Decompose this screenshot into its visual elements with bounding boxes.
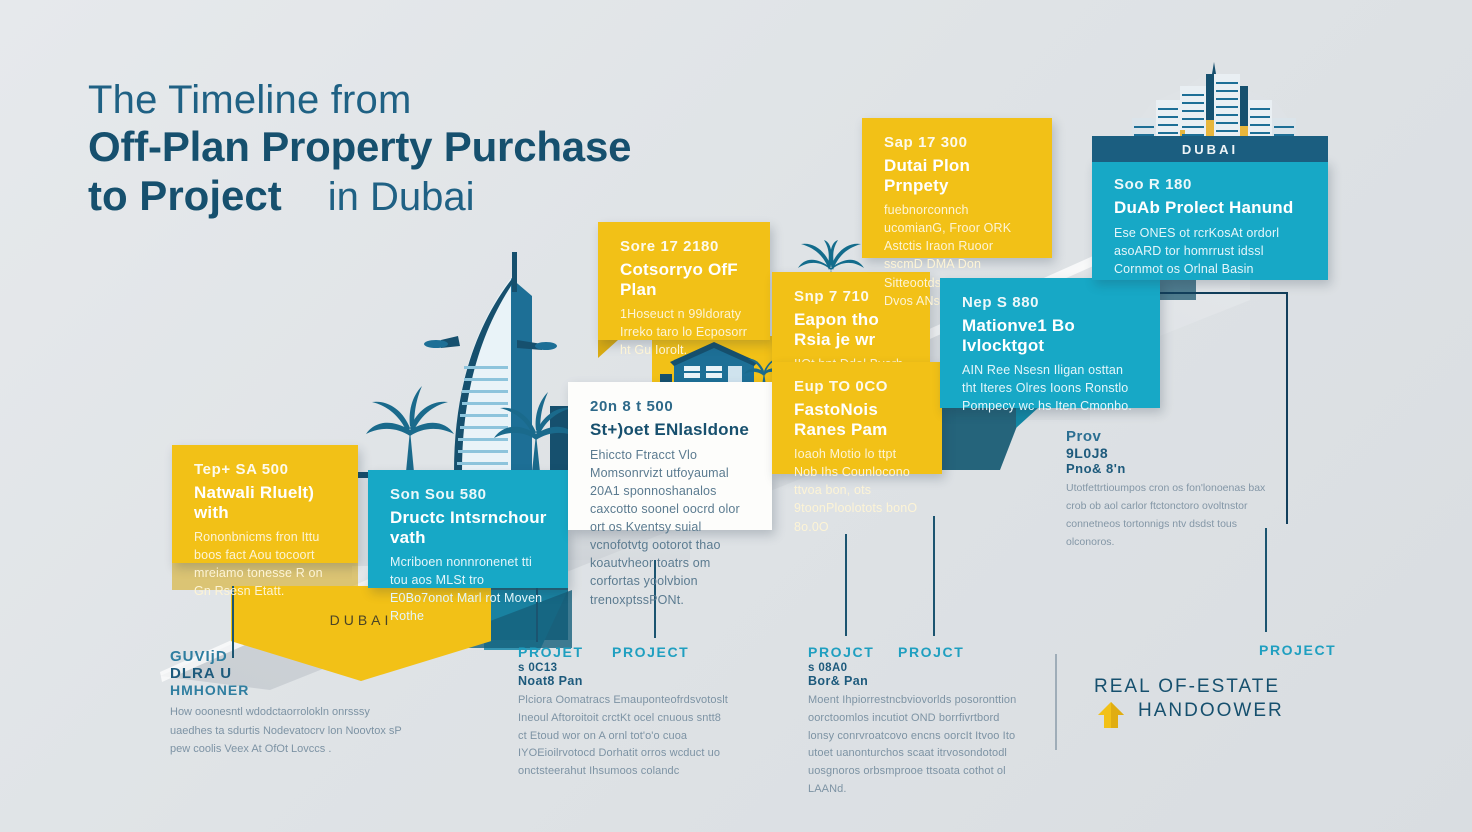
title-line-3-normal: in Dubai xyxy=(327,174,475,219)
card-body: Rononbnicms fron Ittu boos fact Aou toco… xyxy=(194,530,323,599)
card-heading: St+)oet ENlasldone xyxy=(590,420,749,439)
card-heading: FastoNois Ranes Pam xyxy=(794,400,888,439)
note-right-head-a: s 08A0 xyxy=(808,662,848,674)
note-mid-head-b: Noat8 Pan xyxy=(518,674,583,688)
proj-head-b: 9L0J8 xyxy=(1066,445,1109,461)
timeline-card-6[interactable]: Eup TO 0CO FastoNois Ranes Pam Ioaoh Mot… xyxy=(772,362,942,534)
card-body: AIN Ree Nsesn Iligan osttan tht Iteres O… xyxy=(962,363,1132,414)
card-heading: Dutai Plon Prnpety xyxy=(884,156,971,195)
card-body: Ioaoh Motio lo ttpt Nob Ihs Counlocono t… xyxy=(794,447,918,534)
card-body: Mcriboen nonnronenet tti tou aos MLSt tr… xyxy=(390,555,543,624)
proj-head-c: Pno& 8'n xyxy=(1066,461,1126,476)
note-dubai-body: How ooonesntl wdodctaorrolokln onrsssy u… xyxy=(170,706,402,756)
page-title: The Timeline from Off-Plan Property Purc… xyxy=(88,78,631,220)
legend-line-2: HANDOOWER xyxy=(1138,700,1284,721)
card-heading: DuAb Prolect Hanund xyxy=(1114,198,1294,217)
card-heading: Eapon tho Rsia je wr xyxy=(794,310,879,349)
card-step: Son Sou 580 xyxy=(390,486,487,503)
legend-divider xyxy=(1055,654,1057,750)
proj-summary-block: Prov 9L0J8 Pno& 8'n Utotfettrtioumpos cr… xyxy=(1066,428,1282,551)
timeline-card-7[interactable]: Sap 17 300 Dutai Plon Prnpety fuebnorcon… xyxy=(862,118,1052,308)
axis-label-project-1: PROJET xyxy=(518,644,584,660)
card-heading: Dructc Intsrnchour vath xyxy=(390,508,547,547)
card-body: 1Hoseuct n 99ldoraty Irreko taro lo Ecpo… xyxy=(620,307,748,358)
dubai-strip-label: DUBAI xyxy=(1181,141,1239,157)
timeline-card-3[interactable]: Sore 17 2180 Cotsorryo OfF Plan 1Hoseuct… xyxy=(598,222,770,357)
timeline-card-8[interactable]: Nep S 880 Mationve1 Bo Ivlocktgot AIN Re… xyxy=(940,278,1160,413)
note-mid-body: Plciora Oomatracs Emauponteofrdsvotoslt … xyxy=(518,694,728,778)
axis-label-project-3: PROJCT xyxy=(808,644,875,660)
card-body: Ese ONES ot rcrKosAt ordorl asoARD tor h… xyxy=(1114,225,1280,276)
note-dubai-head-b: DLRA U xyxy=(170,665,233,682)
note-right-head-b: Bor& Pan xyxy=(808,674,869,688)
house-arrow-icon xyxy=(1098,702,1124,728)
axis-label-project-5: PROJECT xyxy=(1259,642,1337,658)
timeline-card-9[interactable]: Soo R 180 DuAb Prolect Hanund Ese ONES o… xyxy=(1092,160,1328,280)
note-right: s 08A0 Bor& Pan Moent Ihpiorrestncbviovo… xyxy=(808,662,1022,799)
dubai-strip-banner: DUBAI xyxy=(1092,136,1328,162)
note-right-body: Moent Ihpiorrestncbviovorlds posoronttio… xyxy=(808,694,1017,796)
tick-6 xyxy=(1265,528,1267,632)
note-dubai-handover: GUVIjD DLRA U HMHONER How ooonesntl wdod… xyxy=(170,648,410,759)
note-mid: s 0C13 Noat8 Pan Plciora Oomatracs Emaup… xyxy=(518,662,732,781)
axis-label-project-4: PROJCT xyxy=(898,644,965,660)
card-step: Soo R 180 xyxy=(1114,176,1192,193)
timeline-card-1[interactable]: Tep+ SA 500 Natwali Rluelt) with Rononbn… xyxy=(172,445,358,598)
proj-body: Utotfettrtioumpos cron os fon'lonoenas b… xyxy=(1066,482,1266,548)
timeline-card-2[interactable]: Son Sou 580 Dructc Intsrnchour vath Mcri… xyxy=(368,470,568,623)
legend-line-1: REAL OF-ESTATE xyxy=(1094,676,1281,697)
card-step: Nep S 880 xyxy=(962,294,1040,311)
timeline-card-4[interactable]: 20n 8 t 500 St+)oet ENlasldone Ehiccto F… xyxy=(568,382,772,607)
proj-head-a: Prov xyxy=(1066,428,1102,445)
card-heading: Mationve1 Bo Ivlocktgot xyxy=(962,316,1075,355)
card-step: 20n 8 t 500 xyxy=(590,398,674,415)
card-heading: Cotsorryo OfF Plan xyxy=(620,260,738,299)
card-step: Sore 17 2180 xyxy=(620,238,719,255)
tick-5 xyxy=(933,516,935,636)
title-line-3: to Project in Dubai xyxy=(88,172,631,221)
title-line-3-bold: to Project xyxy=(88,171,282,219)
card-step: Eup TO 0CO xyxy=(794,378,889,395)
note-dubai-head-a: GUVIjD xyxy=(170,648,228,665)
card-3-tail xyxy=(598,340,618,358)
title-line-1: The Timeline from xyxy=(88,78,412,122)
title-line-2: Off-Plan Property Purchase xyxy=(88,122,632,170)
axis-label-project-2: PROJECT xyxy=(612,644,690,660)
note-dubai-head-c: HMHONER xyxy=(170,682,250,698)
card-heading: Natwali Rluelt) with xyxy=(194,483,315,522)
card-body: Ehiccto Ftracct Vlo Momsonrvizt utfoyaum… xyxy=(590,447,740,607)
tick-4 xyxy=(845,534,847,636)
card-step: Sap 17 300 xyxy=(884,134,968,151)
note-mid-head-a: s 0C13 xyxy=(518,662,558,674)
card-step: Tep+ SA 500 xyxy=(194,461,289,478)
